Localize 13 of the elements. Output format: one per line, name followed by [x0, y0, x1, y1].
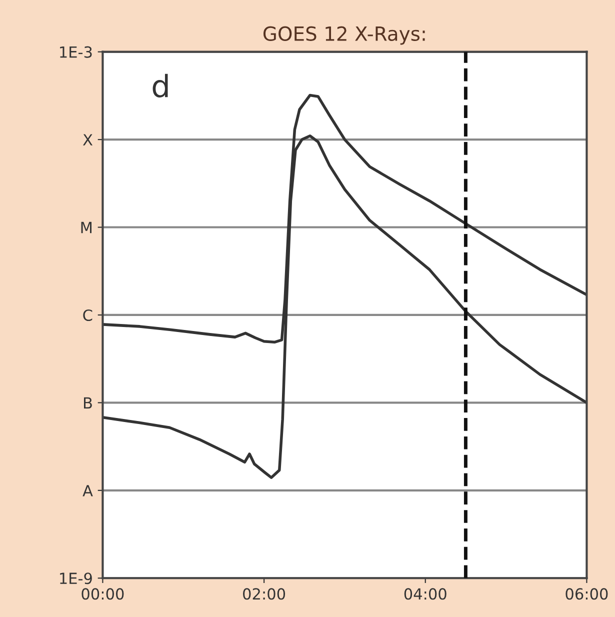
y-tick-label: B	[84, 397, 92, 408]
x-tick-label: 04:00	[404, 588, 446, 600]
y-tick-label: A	[82, 485, 93, 496]
y-tick-label: 1E-9	[60, 572, 92, 584]
y-tick-label: M	[81, 222, 92, 234]
x-tick-label: 06:00	[566, 588, 608, 600]
y-tick-label: 1E-3	[60, 46, 92, 58]
y-tick-label: C	[83, 309, 92, 321]
chart-title: GOES 12 X-Rays:	[263, 26, 425, 45]
y-tick-label: X	[82, 134, 93, 146]
x-tick-label: 00:00	[82, 588, 124, 600]
annotation: d	[152, 74, 168, 98]
x-tick-label: 02:00	[243, 588, 286, 600]
